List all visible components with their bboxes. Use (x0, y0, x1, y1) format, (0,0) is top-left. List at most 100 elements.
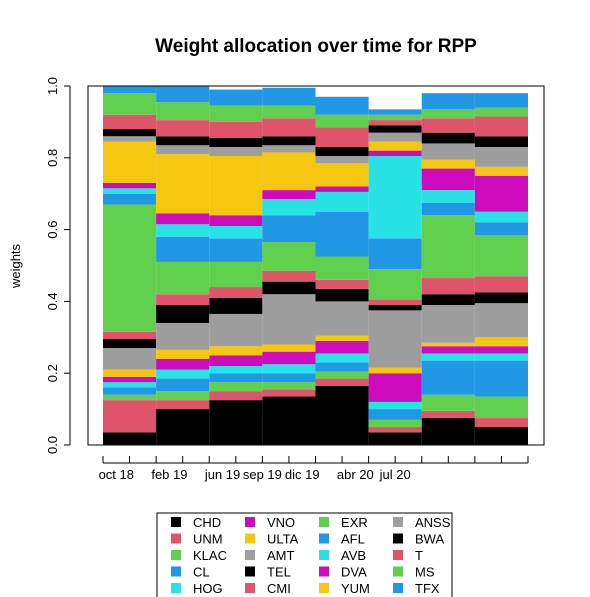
bar-segment-chd (209, 400, 263, 445)
bar-segment-ms (368, 114, 422, 121)
bar-segment-amt (209, 313, 263, 347)
x-tick-label: jun 19 (204, 467, 240, 482)
legend-item-exr: EXR (319, 515, 368, 530)
bar-segment-ulta (421, 342, 475, 347)
legend-swatch (393, 517, 403, 527)
bar-segment-anss (315, 156, 369, 164)
bar-segment-cmi (474, 276, 528, 293)
bar-column (209, 89, 263, 445)
bar-segment-vno (368, 373, 422, 402)
bar-segment-ms (156, 102, 210, 121)
bar-segment-cl (156, 378, 210, 392)
bar-segment-ms (103, 93, 157, 115)
legend-item-ms: MS (393, 565, 435, 580)
legend-item-yum: YUM (319, 581, 370, 596)
bar-segment-tfx (156, 86, 210, 103)
bar-segment-ulta (315, 335, 369, 341)
legend-item-afl: AFL (319, 532, 365, 547)
legend-swatch (319, 550, 329, 560)
bar-segment-cmi (103, 331, 157, 340)
bar-segment-chd (156, 409, 210, 445)
y-tick-label: 0.4 (45, 292, 60, 310)
bar-segment-cl (421, 360, 475, 395)
bar-segment-cmi (209, 287, 263, 298)
legend-item-cmi: CMI (245, 581, 291, 596)
x-tick-label: dic 19 (285, 467, 320, 482)
bar-segment-hog (156, 369, 210, 379)
bar-column (421, 93, 475, 445)
bar-segment-afl (315, 211, 369, 257)
bar-segment-dva (262, 190, 316, 200)
bar-segment-bwa (474, 136, 528, 148)
bar-segment-unm (209, 391, 263, 401)
x-tick-label: abr 20 (337, 467, 374, 482)
bar-segment-cl (262, 373, 316, 383)
legend-swatch (245, 566, 255, 577)
legend-label: TFX (415, 581, 440, 596)
bar-segment-amt (474, 303, 528, 338)
legend-label: MS (415, 565, 435, 580)
bar-segment-chd (103, 432, 157, 445)
bar-segment-afl (474, 222, 528, 235)
legend-swatch (393, 533, 403, 544)
bar-segment-dva (474, 175, 528, 212)
bar-segment-klac (209, 382, 263, 392)
bar-segment-tfx (474, 93, 528, 108)
bar-segment-dva (103, 182, 157, 189)
bar-segment-yum (421, 159, 475, 169)
legend-label: UNM (193, 532, 223, 547)
bar-segment-yum (368, 141, 422, 151)
bar-segment-cl (315, 362, 369, 372)
bar-segment-tfx (421, 93, 475, 110)
bar-segment-avb (209, 226, 263, 239)
bar-segment-klac (421, 394, 475, 411)
bar-segment-avb (368, 156, 422, 239)
bar-segment-yum (156, 154, 210, 214)
bar-segment-unm (368, 427, 422, 433)
bar-segment-klac (156, 391, 210, 401)
bar-segment-cl (368, 409, 422, 420)
legend-label: HOG (193, 581, 223, 596)
bar-segment-hog (368, 401, 422, 410)
y-tick-label: 1.0 (45, 77, 60, 95)
bar-segment-klac (262, 382, 316, 390)
bar-segment-bwa (103, 129, 157, 137)
bar-column (156, 86, 210, 445)
bar-segment-yum (103, 141, 157, 183)
bar-segment-tfx (103, 86, 157, 94)
bar-segment-anss (103, 136, 157, 142)
legend-item-anss: ANSS (393, 515, 451, 530)
bar-segment-vno (156, 358, 210, 370)
bar-segment-afl (262, 215, 316, 243)
bar-segment-unm (262, 389, 316, 397)
bar-segment-chd (474, 427, 528, 445)
bar-segment-chd (315, 385, 369, 445)
legend-swatch (171, 583, 181, 593)
legend-swatch (319, 583, 329, 593)
bar-segment-afl (368, 238, 422, 270)
bar-segment-exr (209, 261, 263, 288)
bar-segment-chd (262, 396, 316, 445)
bar-segment-tel (103, 339, 157, 349)
bar-segment-hog (262, 364, 316, 374)
legend-item-dva: DVA (319, 565, 367, 580)
bar-segment-ulta (156, 349, 210, 359)
bar-segment-bwa (262, 136, 316, 146)
bar-segment-ulta (368, 367, 422, 374)
bar-segment-ulta (209, 346, 263, 356)
bar-segment-afl (156, 236, 210, 262)
bar-segment-tfx (209, 89, 263, 106)
bar-column (262, 87, 316, 445)
bar-segment-amt (421, 304, 475, 343)
bar-segment-exr (103, 204, 157, 332)
legend-item-avb: AVB (319, 548, 366, 563)
bar-segment-vno (315, 340, 369, 354)
legend-item-tel: TEL (245, 565, 291, 580)
bar-segment-t (262, 118, 316, 137)
legend-swatch (393, 583, 403, 593)
legend-swatch (245, 550, 255, 560)
x-tick-label: feb 19 (151, 467, 187, 482)
bar-segment-ms (474, 107, 528, 117)
legend-box (156, 512, 453, 597)
